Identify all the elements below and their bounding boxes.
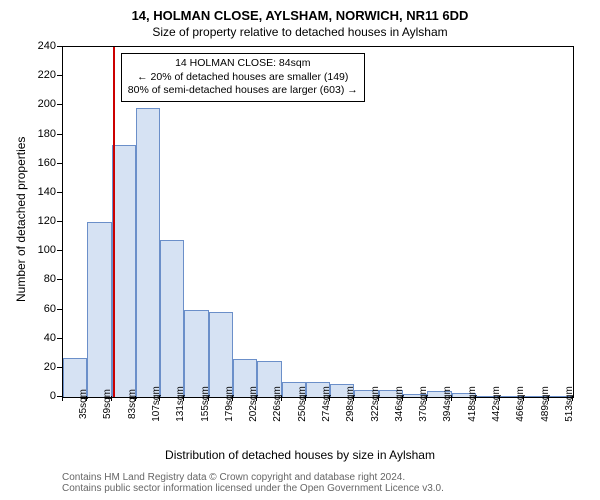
x-tick-mark (451, 396, 452, 401)
x-tick-mark (183, 396, 184, 401)
x-tick-label: 442sqm (491, 386, 502, 422)
x-tick-mark (378, 396, 379, 401)
attribution-line1: Contains HM Land Registry data © Crown c… (62, 472, 444, 483)
histogram-bar (136, 108, 160, 397)
x-tick-label: 179sqm (224, 386, 235, 422)
x-tick-mark (523, 396, 524, 401)
histogram-bar (112, 145, 136, 397)
x-tick-label: 35sqm (78, 389, 89, 419)
x-tick-label: 298sqm (345, 386, 356, 422)
x-tick-mark (135, 396, 136, 401)
y-tick-label: 40 (44, 332, 56, 344)
x-tick-mark (499, 396, 500, 401)
x-tick-label: 346sqm (394, 386, 405, 422)
x-tick-mark (548, 396, 549, 401)
chart-container: 14, HOLMAN CLOSE, AYLSHAM, NORWICH, NR11… (0, 0, 600, 500)
annotation-box: 14 HOLMAN CLOSE: 84sqm ← 20% of detached… (121, 53, 365, 102)
plot-area: 14 HOLMAN CLOSE: 84sqm ← 20% of detached… (62, 46, 574, 398)
annotation-line3: 80% of semi-detached houses are larger (… (128, 84, 358, 98)
y-tick-label: 220 (38, 69, 56, 81)
x-tick-mark (86, 396, 87, 401)
x-tick-label: 202sqm (248, 386, 259, 422)
property-marker-line (113, 47, 115, 397)
x-tick-label: 131sqm (175, 386, 186, 422)
x-tick-label: 107sqm (151, 386, 162, 422)
x-tick-label: 466sqm (515, 386, 526, 422)
x-tick-mark (572, 396, 573, 401)
x-tick-mark (305, 396, 306, 401)
x-tick-label: 322sqm (370, 386, 381, 422)
annotation-line2: ← 20% of detached houses are smaller (14… (128, 71, 358, 85)
y-tick-label: 20 (44, 361, 56, 373)
y-tick-label: 160 (38, 157, 56, 169)
x-tick-label: 394sqm (442, 386, 453, 422)
x-tick-mark (256, 396, 257, 401)
histogram-bar (160, 240, 184, 398)
attribution-line2: Contains public sector information licen… (62, 483, 444, 494)
x-tick-label: 513sqm (564, 386, 575, 422)
x-tick-label: 250sqm (297, 386, 308, 422)
x-tick-label: 489sqm (540, 386, 551, 422)
x-tick-label: 274sqm (321, 386, 332, 422)
y-tick-label: 200 (38, 98, 56, 110)
y-tick-label: 0 (50, 390, 56, 402)
x-axis-label: Distribution of detached houses by size … (0, 448, 600, 462)
histogram-bar (87, 222, 111, 397)
y-tick-label: 140 (38, 186, 56, 198)
y-tick-label: 60 (44, 303, 56, 315)
x-tick-mark (111, 396, 112, 401)
y-axis-label: Number of detached properties (14, 142, 28, 302)
y-tick-label: 100 (38, 244, 56, 256)
attribution-text: Contains HM Land Registry data © Crown c… (62, 472, 444, 494)
x-tick-mark (232, 396, 233, 401)
chart-title-main: 14, HOLMAN CLOSE, AYLSHAM, NORWICH, NR11… (0, 0, 600, 23)
x-tick-mark (426, 396, 427, 401)
x-tick-mark (475, 396, 476, 401)
y-tick-label: 180 (38, 128, 56, 140)
x-tick-label: 83sqm (127, 389, 138, 419)
x-tick-mark (159, 396, 160, 401)
histogram-bar (184, 310, 208, 398)
histogram-bar (209, 312, 233, 397)
x-tick-mark (353, 396, 354, 401)
x-tick-mark (208, 396, 209, 401)
x-tick-label: 370sqm (418, 386, 429, 422)
x-tick-mark (281, 396, 282, 401)
annotation-line1: 14 HOLMAN CLOSE: 84sqm (128, 57, 358, 71)
x-tick-label: 226sqm (272, 386, 283, 422)
x-tick-mark (62, 396, 63, 401)
x-tick-label: 59sqm (102, 389, 113, 419)
y-tick-label: 120 (38, 215, 56, 227)
x-tick-mark (402, 396, 403, 401)
y-tick-label: 80 (44, 273, 56, 285)
x-tick-mark (329, 396, 330, 401)
y-tick-label: 240 (38, 40, 56, 52)
x-tick-label: 418sqm (467, 386, 478, 422)
chart-title-sub: Size of property relative to detached ho… (0, 23, 600, 39)
x-tick-label: 155sqm (200, 386, 211, 422)
